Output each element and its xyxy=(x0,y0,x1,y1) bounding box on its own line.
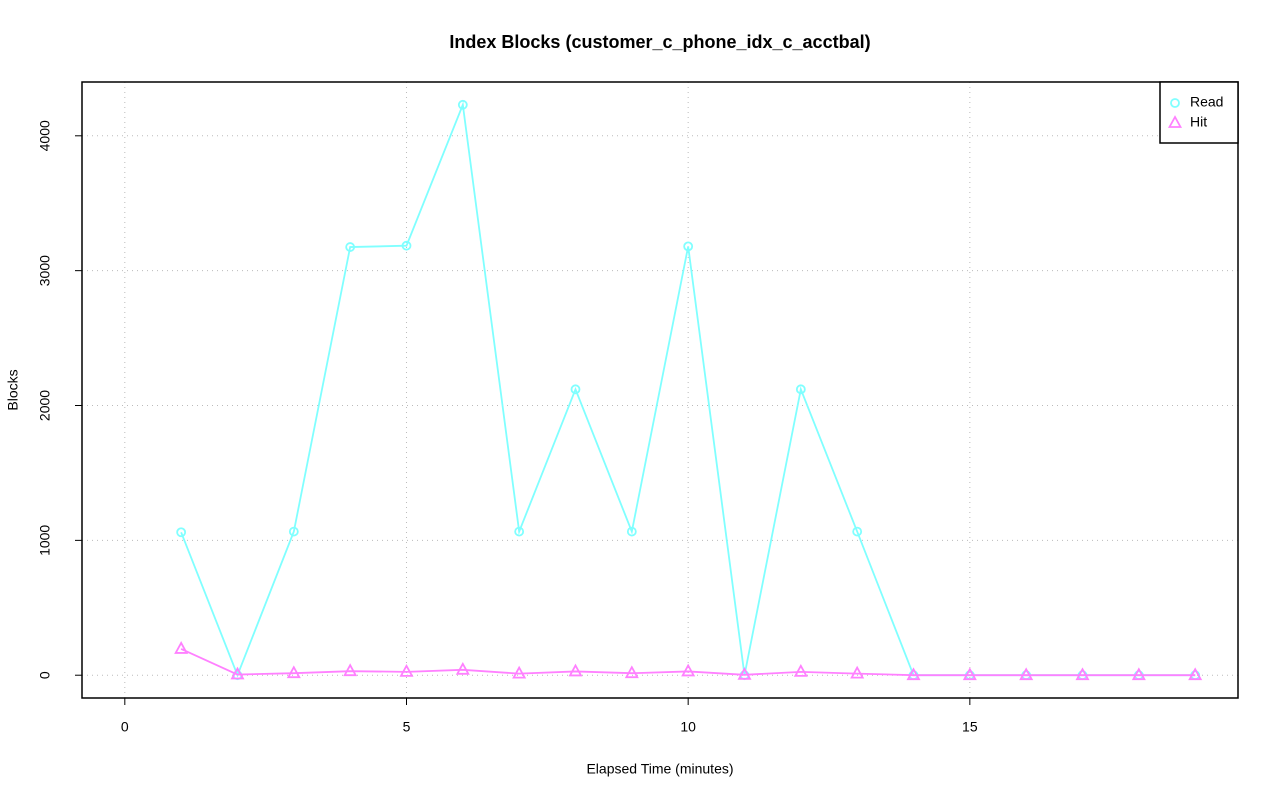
y-tick-label: 1000 xyxy=(37,525,53,556)
data-point xyxy=(230,666,245,680)
data-point xyxy=(1188,667,1203,681)
chart-title: Index Blocks (customer_c_phone_idx_c_acc… xyxy=(449,32,870,52)
y-tick-label: 0 xyxy=(37,671,53,679)
data-point xyxy=(288,526,299,537)
data-point xyxy=(343,663,358,677)
data-point xyxy=(514,526,525,537)
data-point xyxy=(681,663,696,677)
data-point xyxy=(624,665,639,679)
data-point xyxy=(570,384,581,395)
data-point xyxy=(286,665,301,679)
data-point xyxy=(1019,667,1034,681)
y-tick-label: 2000 xyxy=(37,390,53,421)
x-tick-label: 10 xyxy=(680,719,696,735)
data-point xyxy=(737,666,752,680)
data-point xyxy=(399,663,414,677)
x-tick-label: 5 xyxy=(403,719,411,735)
plot-frame xyxy=(81,81,1239,699)
x-tick-label: 0 xyxy=(121,719,129,735)
legend-marker xyxy=(1170,98,1180,108)
series-line xyxy=(180,101,1196,678)
data-point xyxy=(455,661,470,675)
data-point xyxy=(401,240,412,251)
legend-box xyxy=(1159,81,1239,144)
legend-marker xyxy=(1167,115,1183,128)
data-point xyxy=(962,667,977,681)
data-point xyxy=(850,665,865,679)
data-point xyxy=(906,667,921,681)
data-point xyxy=(795,384,806,395)
y-tick-label: 4000 xyxy=(37,120,53,151)
data-point xyxy=(512,665,527,679)
data-point xyxy=(1131,667,1146,681)
data-point xyxy=(793,663,808,677)
data-point xyxy=(1075,667,1090,681)
y-axis-label: Blocks xyxy=(5,369,21,410)
data-point xyxy=(626,526,637,537)
x-tick-label: 15 xyxy=(962,719,978,735)
series-line xyxy=(180,648,1196,677)
y-tick-label: 3000 xyxy=(37,255,53,286)
legend-label: Hit xyxy=(1190,114,1207,130)
data-point xyxy=(345,242,356,252)
x-axis-label: Elapsed Time (minutes) xyxy=(586,761,733,777)
data-point xyxy=(457,99,468,110)
data-point xyxy=(174,641,189,654)
data-point xyxy=(568,663,583,677)
data-point xyxy=(683,241,694,252)
data-point xyxy=(176,527,187,538)
data-point xyxy=(852,526,863,537)
legend-label: Read xyxy=(1190,94,1223,110)
